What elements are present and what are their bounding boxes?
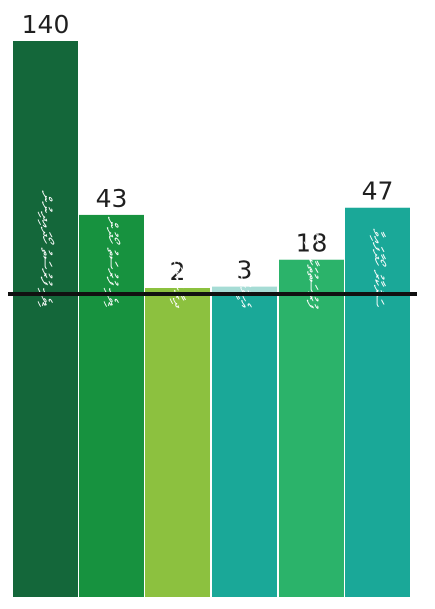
category-label-5: ފުރުސަތުތަކާ ގުޅިގެން ހިންގާ ޕްރޮގްރާމްތ…: [303, 142, 321, 310]
value-label-1: 140: [22, 10, 70, 39]
bar-4: [212, 286, 277, 292]
value-label-2: 43: [96, 184, 128, 213]
bar-2: [79, 214, 144, 292]
category-panel-group: ޑިވެހި ފުރުސަތު ހޯދައިދިނުން ޑިވެހި ފުރުސ…: [13, 142, 410, 597]
bar-group: [13, 41, 410, 292]
bar-3: [145, 288, 210, 292]
category-label-3: ދިރާސާކުރުން: [169, 251, 187, 309]
category-panel-4: [212, 296, 277, 597]
value-label-6: 47: [362, 177, 394, 206]
category-panel-3: [145, 296, 210, 597]
x-axis-baseline: [8, 292, 417, 296]
bar-5: [279, 259, 344, 292]
value-label-group: 140 43 2 3 18 47: [22, 10, 394, 286]
value-label-5: 18: [296, 229, 328, 258]
bar-1: [13, 41, 78, 292]
category-label-6: ސަރުކާރު ހޯދާފައިވާ: [369, 228, 387, 307]
value-label-3: 2: [170, 257, 186, 286]
category-panel-6: [345, 296, 410, 597]
category-panel-5: [279, 296, 344, 597]
category-label-2: ޑިވެހި ފުރުސަތު ހޯދުން: [103, 216, 121, 307]
category-panel-1: [13, 296, 78, 597]
category-panel-2: [79, 296, 144, 597]
value-label-4: 3: [237, 256, 253, 285]
category-label-1: ޑިވެހި ފުރުސަތު ހޯދައިދިނުން: [37, 190, 55, 307]
bar-6: [345, 207, 410, 292]
